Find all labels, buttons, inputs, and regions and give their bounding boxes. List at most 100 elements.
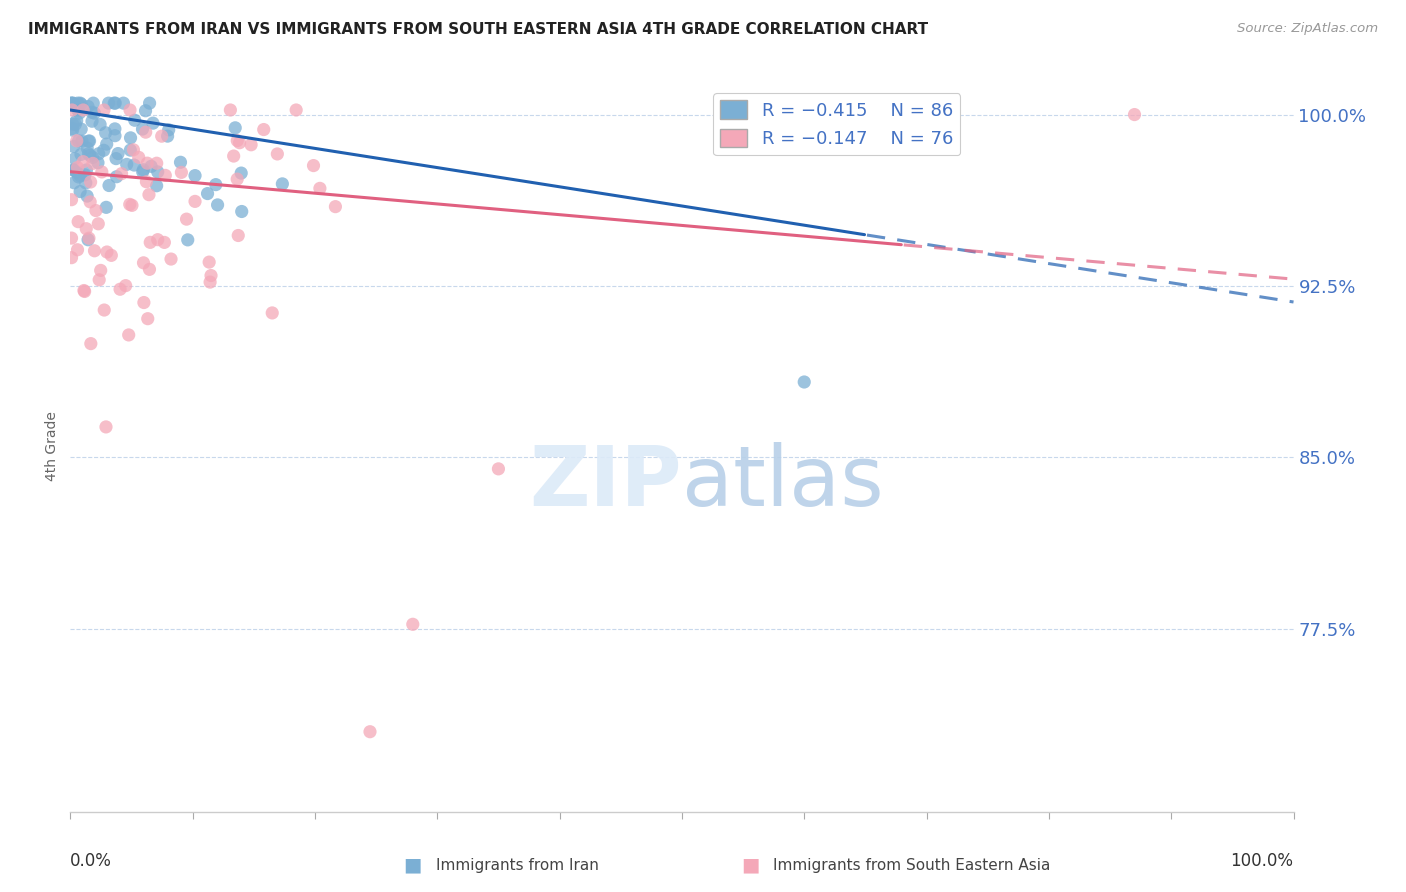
Point bbox=[138, 96, 160, 111]
Point bbox=[122, 143, 145, 157]
Point bbox=[77, 231, 100, 245]
Point bbox=[108, 282, 131, 296]
Point bbox=[156, 129, 179, 144]
Point bbox=[145, 178, 167, 193]
Point bbox=[98, 178, 121, 193]
Point bbox=[60, 231, 83, 245]
Point bbox=[60, 96, 83, 111]
Point bbox=[226, 172, 249, 186]
Point bbox=[112, 96, 135, 111]
Point bbox=[93, 303, 115, 318]
Point bbox=[135, 125, 157, 139]
Point bbox=[77, 146, 100, 161]
Point bbox=[104, 96, 127, 111]
Point bbox=[62, 163, 84, 178]
Point bbox=[198, 275, 221, 289]
Point bbox=[66, 161, 89, 175]
Point bbox=[63, 163, 86, 178]
Point bbox=[90, 263, 112, 277]
Point bbox=[155, 169, 177, 183]
Point bbox=[120, 131, 142, 145]
Point bbox=[141, 159, 163, 173]
Point bbox=[93, 144, 115, 158]
Point bbox=[219, 103, 242, 117]
Point bbox=[63, 152, 86, 166]
Point bbox=[62, 123, 84, 137]
Point bbox=[135, 175, 157, 189]
Point bbox=[1123, 107, 1146, 121]
Point bbox=[146, 165, 169, 179]
Point bbox=[66, 134, 89, 148]
Text: Immigrants from Iran: Immigrants from Iran bbox=[436, 858, 599, 872]
Point bbox=[79, 175, 101, 189]
Point bbox=[89, 273, 111, 287]
Point bbox=[60, 251, 83, 265]
Point bbox=[142, 116, 165, 130]
Point bbox=[79, 148, 101, 162]
Point bbox=[87, 155, 110, 169]
Point bbox=[89, 118, 111, 132]
Point bbox=[110, 167, 132, 181]
Point bbox=[153, 235, 176, 250]
Point bbox=[115, 157, 138, 171]
Point bbox=[70, 122, 93, 136]
Point bbox=[120, 143, 142, 157]
Point bbox=[118, 197, 141, 211]
Point bbox=[160, 252, 183, 266]
Point bbox=[104, 121, 127, 136]
Text: Immigrants from South Eastern Asia: Immigrants from South Eastern Asia bbox=[773, 858, 1050, 872]
Point bbox=[73, 285, 96, 299]
Point bbox=[79, 194, 101, 209]
Point bbox=[70, 97, 93, 112]
Text: ■: ■ bbox=[741, 855, 759, 875]
Point bbox=[170, 165, 193, 179]
Point bbox=[200, 268, 222, 283]
Point bbox=[76, 141, 98, 155]
Point bbox=[266, 147, 288, 161]
Point bbox=[157, 123, 180, 137]
Point bbox=[60, 121, 83, 136]
Point bbox=[107, 146, 129, 161]
Point bbox=[80, 105, 103, 120]
Point bbox=[67, 214, 90, 228]
Point bbox=[177, 233, 200, 247]
Point bbox=[66, 103, 89, 117]
Point bbox=[262, 306, 284, 320]
Point bbox=[77, 134, 100, 148]
Point bbox=[122, 158, 145, 172]
Point bbox=[82, 96, 104, 111]
Point bbox=[82, 156, 104, 170]
Point bbox=[228, 136, 250, 150]
Text: atlas: atlas bbox=[682, 442, 883, 523]
Point bbox=[226, 134, 249, 148]
Point bbox=[77, 99, 100, 113]
Point bbox=[131, 165, 153, 179]
Point bbox=[124, 113, 146, 128]
Point bbox=[231, 166, 253, 180]
Point bbox=[309, 181, 332, 195]
Point bbox=[75, 176, 97, 190]
Point bbox=[128, 150, 150, 164]
Point bbox=[70, 147, 93, 161]
Point bbox=[207, 198, 229, 212]
Point bbox=[136, 156, 159, 170]
Point bbox=[73, 168, 96, 182]
Y-axis label: 4th Grade: 4th Grade bbox=[45, 411, 59, 481]
Point bbox=[118, 103, 141, 117]
Point bbox=[69, 169, 91, 183]
Point bbox=[66, 243, 89, 257]
Point bbox=[82, 150, 104, 164]
Point bbox=[62, 117, 84, 131]
Point bbox=[132, 295, 155, 310]
Point bbox=[105, 169, 128, 184]
Point bbox=[96, 200, 118, 214]
Point bbox=[76, 189, 98, 203]
Point bbox=[90, 165, 112, 179]
Point bbox=[136, 311, 159, 326]
Point bbox=[67, 134, 90, 148]
Point bbox=[80, 114, 103, 128]
Point bbox=[62, 139, 84, 153]
Point bbox=[87, 217, 110, 231]
Point bbox=[138, 187, 160, 202]
Point bbox=[176, 212, 198, 227]
